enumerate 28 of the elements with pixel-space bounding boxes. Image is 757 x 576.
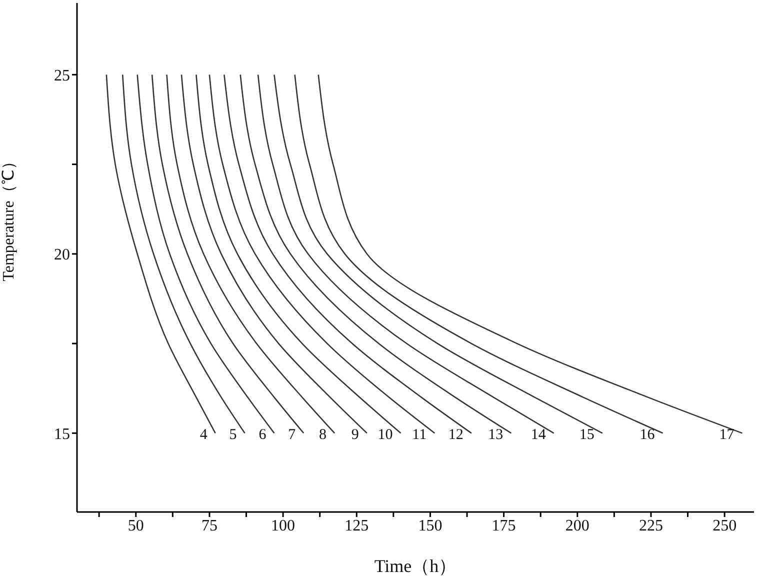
x-tick-label: 175 (492, 517, 516, 534)
series-label: 9 (351, 427, 359, 444)
series-label: 10 (378, 427, 393, 444)
y-axis-title: Temperature（℃） (0, 154, 18, 282)
x-tick-label: 250 (712, 517, 737, 534)
x-axis-title: Time（h） (374, 556, 457, 576)
series-label: 17 (719, 427, 735, 444)
series-label: 4 (200, 427, 208, 444)
series-label: 8 (319, 427, 327, 444)
y-tick-label: 25 (54, 67, 70, 84)
x-tick-label: 100 (271, 517, 296, 534)
series-label: 13 (488, 427, 504, 444)
series-label: 15 (579, 427, 594, 444)
series-label: 16 (640, 427, 656, 444)
y-tick-label: 20 (54, 246, 70, 264)
series-label: 14 (530, 427, 546, 444)
x-tick-label: 225 (638, 517, 663, 534)
x-tick-label: 75 (201, 517, 218, 534)
y-tick-label: 15 (54, 426, 70, 443)
series-label: 5 (229, 427, 237, 444)
series-label: 7 (288, 427, 296, 444)
x-tick-label: 150 (418, 517, 442, 534)
x-tick-label: 200 (565, 517, 590, 534)
x-tick-label: 125 (344, 517, 369, 534)
x-tick-label: 50 (128, 517, 144, 534)
series-label: 12 (448, 427, 464, 444)
series-label: 11 (412, 427, 427, 444)
series-label: 6 (258, 427, 267, 444)
